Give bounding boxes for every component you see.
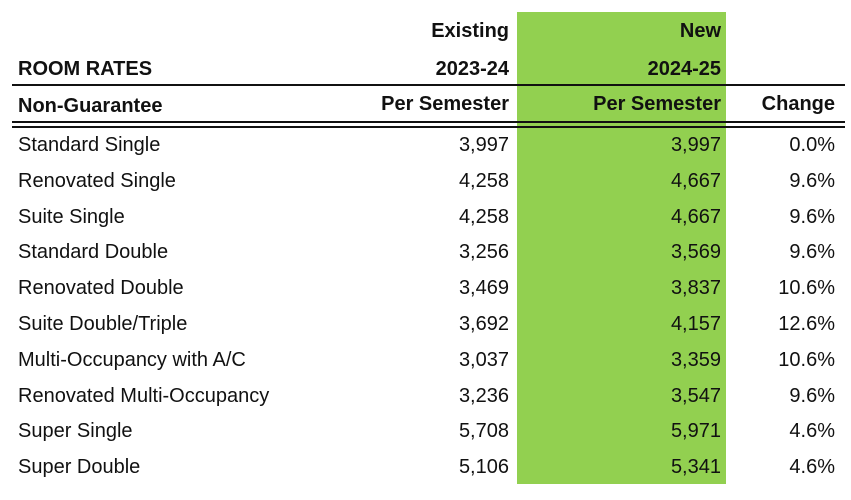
row-new: 5,971 [670,420,721,442]
row-new: 5,341 [670,456,721,478]
row-change: 9.6% [789,170,835,192]
new-header-line2: 2024-25 [647,58,721,80]
row-name: Suite Single [18,206,125,228]
row-name: Suite Double/Triple [18,313,188,335]
row-change: 4.6% [789,420,835,442]
row-change: 9.6% [789,385,835,407]
row-new: 4,667 [670,206,721,228]
row-change: 0.0% [789,134,835,156]
row-existing: 3,469 [458,277,509,299]
row-existing: 5,708 [458,420,509,442]
row-existing: 4,258 [458,170,509,192]
table-title: ROOM RATES [18,58,153,80]
new-header-line3: Per Semester [593,93,721,115]
existing-header-line1: Existing [431,20,509,42]
row-existing: 3,236 [458,385,509,407]
row-name: Renovated Double [18,277,184,299]
existing-header-line2: 2023-24 [435,58,509,80]
row-existing: 3,037 [458,349,509,371]
new-header-line1: New [679,20,721,42]
row-existing: 3,997 [458,134,509,156]
row-existing: 3,692 [458,313,509,335]
table-subtitle: Non-Guarantee [18,95,163,117]
row-name: Standard Single [18,134,161,156]
row-new: 3,837 [670,277,721,299]
row-change: 12.6% [778,313,835,335]
row-name: Super Single [18,420,133,442]
row-change: 10.6% [778,349,835,371]
header-divider-top [12,84,845,86]
row-name: Multi-Occupancy with A/C [18,349,246,371]
row-change: 9.6% [789,241,835,263]
row-name: Renovated Multi-Occupancy [18,385,270,407]
row-name: Super Double [18,456,141,478]
row-existing: 3,256 [458,241,509,263]
new-rates-highlight [517,12,726,484]
row-new: 4,157 [670,313,721,335]
row-new: 3,997 [670,134,721,156]
row-name: Renovated Single [18,170,176,192]
row-name: Standard Double [18,241,169,263]
header-divider-double-2 [12,126,845,128]
row-change: 4.6% [789,456,835,478]
row-change: 10.6% [778,277,835,299]
row-new: 3,359 [670,349,721,371]
row-new: 3,547 [670,385,721,407]
row-existing: 5,106 [458,456,509,478]
row-new: 3,569 [670,241,721,263]
row-existing: 4,258 [458,206,509,228]
row-change: 9.6% [789,206,835,228]
existing-header-line3: Per Semester [381,93,509,115]
header-divider-double-1 [12,121,845,123]
row-new: 4,667 [670,170,721,192]
change-header: Change [761,93,835,115]
